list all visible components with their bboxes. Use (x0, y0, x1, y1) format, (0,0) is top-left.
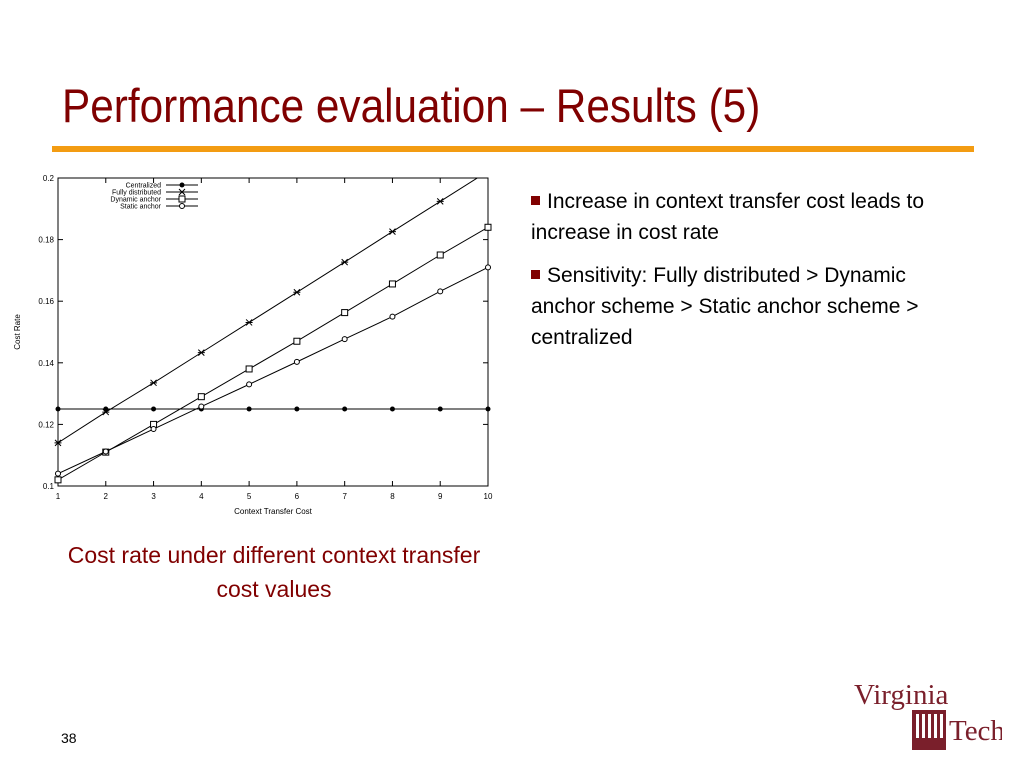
bullet-text: Increase in context transfer cost leads … (531, 190, 925, 244)
data-point-static-anchor (389, 313, 396, 320)
data-point-static-anchor (437, 288, 444, 295)
legend-label: Static anchor (120, 204, 162, 211)
series-line-dynamic-anchor (58, 226, 488, 481)
data-point-fully-distributed (54, 439, 62, 447)
data-point-static-anchor (293, 358, 300, 365)
legend-marker-fully-distributed (178, 188, 186, 196)
y-axis-label: Cost Rate (13, 314, 22, 350)
data-point-centralized (437, 406, 443, 412)
data-point-fully-distributed (245, 319, 253, 326)
data-point-dynamic-anchor (436, 251, 444, 259)
data-point-fully-distributed (341, 258, 349, 266)
logo-seal-bar (916, 714, 919, 738)
legend-label: Fully distributed (112, 190, 161, 197)
y-tick-label: 0.18 (38, 236, 54, 245)
data-point-static-anchor (246, 381, 253, 388)
x-tick-label: 4 (199, 492, 204, 501)
y-tick-label: 0.12 (38, 420, 54, 429)
y-tick-label: 0.16 (38, 297, 54, 306)
legend-label: Dynamic anchor (110, 197, 161, 204)
page-number: 38 (61, 730, 77, 746)
data-point-fully-distributed (388, 228, 396, 235)
y-tick-label: 0.1 (43, 482, 55, 491)
bullet-item: Increase in context transfer cost leads … (531, 186, 951, 248)
chart-caption: Cost rate under different context transf… (67, 542, 481, 602)
series-line-fully-distributed (58, 178, 479, 444)
data-point-static-anchor (198, 403, 205, 410)
data-point-dynamic-anchor (293, 337, 301, 345)
x-tick-label: 10 (484, 492, 493, 501)
legend-marker-dynamic-anchor (178, 195, 186, 203)
title-underline (52, 146, 974, 152)
data-point-dynamic-anchor (388, 280, 396, 288)
data-point-fully-distributed (150, 379, 158, 387)
data-point-centralized (151, 406, 157, 412)
data-point-centralized (342, 406, 348, 412)
cost-rate-chart: 1 2 3 4 5 6 7 8 9 10 0.1 0.12 0.14 0.16 0.18 0.2 Context… (13, 174, 493, 516)
plot-frame (57, 177, 489, 487)
x-tick-label: 8 (390, 492, 395, 501)
y-tick-label: 0.2 (43, 174, 55, 183)
logo-seal-bar (922, 714, 925, 738)
data-point-fully-distributed (102, 408, 110, 416)
series-line-static-anchor (58, 266, 488, 475)
data-point-dynamic-anchor (245, 365, 253, 373)
x-tick-label: 6 (295, 492, 300, 501)
data-point-centralized (294, 406, 300, 412)
data-point-fully-distributed (197, 349, 205, 356)
data-point-static-anchor (102, 448, 109, 455)
x-tick-label: 7 (342, 492, 347, 501)
logo-seal-bar (928, 714, 931, 738)
square-bullet-icon (531, 196, 540, 205)
data-point-dynamic-anchor (341, 309, 349, 317)
data-point-centralized (389, 406, 395, 412)
logo-virginia-text: Virginia (854, 679, 949, 711)
data-point-centralized (485, 406, 491, 412)
legend-label: Centralized (126, 183, 162, 190)
chart-area: 1 2 3 4 5 6 7 8 9 10 0.1 0.12 0.14 0.16 0.18 0.2 Context… (8, 168, 508, 520)
data-point-dynamic-anchor (54, 476, 62, 484)
logo-seal-bar (934, 714, 937, 738)
data-point-static-anchor (55, 470, 61, 477)
x-tick-label: 3 (151, 492, 156, 501)
data-point-centralized (55, 406, 61, 412)
legend-marker-centralized (179, 182, 185, 188)
data-point-centralized (246, 406, 252, 412)
data-point-static-anchor (485, 264, 491, 271)
data-point-dynamic-anchor (484, 223, 492, 231)
data-point-fully-distributed (293, 288, 301, 296)
data-point-dynamic-anchor (197, 393, 205, 401)
x-tick-label: 2 (104, 492, 109, 501)
virginia-tech-logo: Virginia Tech (854, 679, 1002, 750)
logo-seal-bar (940, 714, 943, 738)
logo-tech-text: Tech (949, 715, 1002, 747)
x-tick-label: 9 (438, 492, 443, 501)
bullet-item: Sensitivity: Fully distributed > Dynamic… (531, 260, 951, 353)
square-bullet-icon (531, 270, 540, 279)
legend-marker-static-anchor (179, 203, 185, 209)
bullet-list: Increase in context transfer cost leads … (531, 186, 951, 365)
y-tick-label: 0.14 (38, 359, 54, 368)
slide-title: Performance evaluation – Results (5) (62, 79, 761, 132)
x-axis-label: Context Transfer Cost (234, 507, 313, 516)
data-point-static-anchor (341, 336, 348, 343)
x-tick-label: 1 (56, 492, 61, 501)
x-tick-label: 5 (247, 492, 252, 501)
data-point-fully-distributed (436, 198, 444, 205)
bullet-text: Sensitivity: Fully distributed > Dynamic… (531, 264, 919, 349)
data-point-static-anchor (150, 426, 157, 433)
